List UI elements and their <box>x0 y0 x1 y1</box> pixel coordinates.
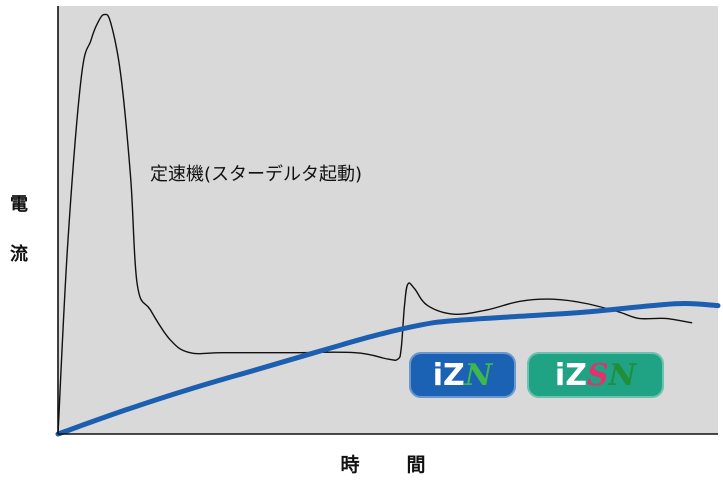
izn-logo-n: N <box>464 357 493 393</box>
izn-logo-iz: iZ <box>432 357 465 393</box>
izsn-logo-iz: iZ <box>554 357 587 393</box>
series-layer <box>55 13 721 437</box>
izsn-logo-badge: iZ S N <box>527 352 664 398</box>
series-annotation-label: 定速機(スターデルタ起動) <box>150 164 363 185</box>
x-axis-label: 時 間 <box>340 454 440 476</box>
izn-logo-badge: iZ N <box>409 352 516 398</box>
y-axis-label-char-2: 流 <box>10 244 28 265</box>
izsn-logo-n: N <box>608 357 637 393</box>
series-line-constant-speed <box>57 13 693 435</box>
izsn-logo-s: S <box>586 357 609 393</box>
series-line-inverter <box>55 301 721 437</box>
y-axis-label-char-1: 電 <box>10 194 28 215</box>
